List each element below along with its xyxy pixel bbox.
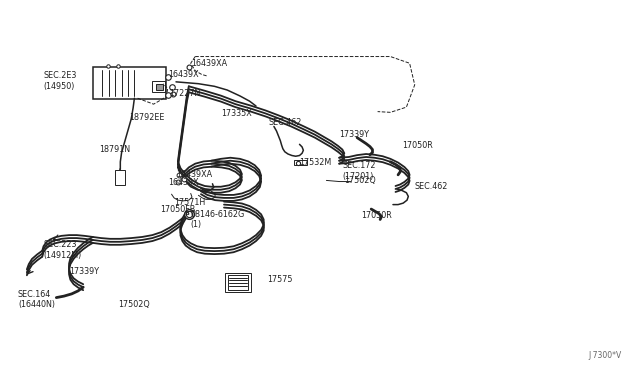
Bar xyxy=(152,81,165,92)
Text: SEC.462: SEC.462 xyxy=(415,182,448,190)
Text: 18791N: 18791N xyxy=(99,145,131,154)
Text: 16439XA: 16439XA xyxy=(177,170,212,179)
Text: SEC.172
(17201): SEC.172 (17201) xyxy=(342,161,376,181)
Text: SEC.223
(14912M): SEC.223 (14912M) xyxy=(44,240,82,260)
Text: 17050R: 17050R xyxy=(402,141,433,150)
Text: 17571H: 17571H xyxy=(174,198,205,207)
Text: 17050R: 17050R xyxy=(362,211,392,219)
Bar xyxy=(228,275,248,290)
Bar xyxy=(115,170,125,185)
Text: 17339Y: 17339Y xyxy=(339,130,369,139)
Text: 17502Q: 17502Q xyxy=(118,300,150,309)
Bar xyxy=(156,84,163,90)
Text: 17227N: 17227N xyxy=(169,89,200,98)
Text: 17050FB: 17050FB xyxy=(160,205,195,214)
Text: SEC.2E3
(14950): SEC.2E3 (14950) xyxy=(44,71,77,91)
Text: 17532M: 17532M xyxy=(300,158,332,167)
Text: 17339Y: 17339Y xyxy=(69,267,99,276)
Text: 18792EE: 18792EE xyxy=(129,113,164,122)
Text: 16439X: 16439X xyxy=(168,70,199,79)
Text: B: B xyxy=(184,211,189,217)
Text: J 7300*V: J 7300*V xyxy=(589,351,622,360)
Bar xyxy=(225,273,251,292)
Text: SEC.164
(16440N): SEC.164 (16440N) xyxy=(18,290,55,309)
Text: 16439X: 16439X xyxy=(168,178,198,187)
Text: SEC.462: SEC.462 xyxy=(269,118,302,126)
Text: 17575: 17575 xyxy=(268,275,293,284)
Text: 08146-6162G
(1): 08146-6162G (1) xyxy=(191,210,245,229)
Text: 17335X: 17335X xyxy=(221,109,252,118)
Bar xyxy=(93,67,166,99)
Text: 17502Q: 17502Q xyxy=(344,176,376,185)
Text: 16439XA: 16439XA xyxy=(191,59,227,68)
Bar xyxy=(294,160,307,165)
